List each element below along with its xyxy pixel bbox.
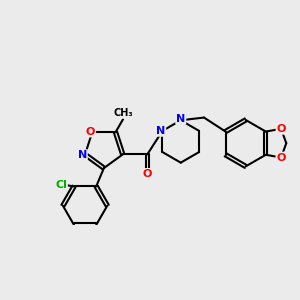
Text: N: N: [176, 114, 185, 124]
Text: O: O: [277, 124, 286, 134]
Text: Cl: Cl: [55, 180, 67, 190]
Text: CH₃: CH₃: [114, 108, 134, 118]
Text: O: O: [86, 127, 95, 136]
Text: O: O: [142, 169, 152, 179]
Text: O: O: [277, 152, 286, 163]
Text: N: N: [156, 126, 165, 136]
Text: N: N: [78, 150, 87, 160]
